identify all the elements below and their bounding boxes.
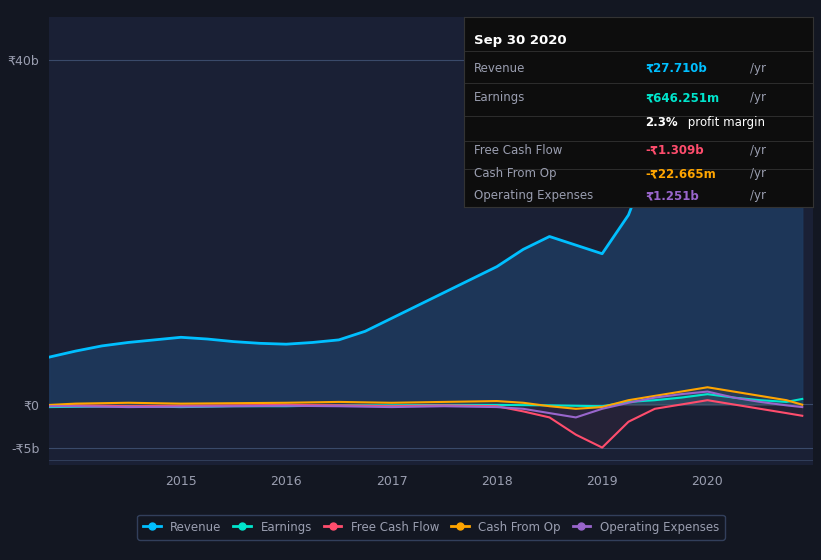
Text: ₹646.251m: ₹646.251m (645, 91, 719, 104)
Text: /yr: /yr (750, 167, 766, 180)
Text: ₹27.710b: ₹27.710b (645, 62, 707, 74)
Text: Cash From Op: Cash From Op (475, 167, 557, 180)
Text: 2.3%: 2.3% (645, 116, 678, 129)
Text: -₹1.309b: -₹1.309b (645, 143, 704, 157)
Text: ₹1.251b: ₹1.251b (645, 189, 699, 202)
Text: Revenue: Revenue (475, 62, 525, 74)
Text: -₹22.665m: -₹22.665m (645, 167, 716, 180)
Legend: Revenue, Earnings, Free Cash Flow, Cash From Op, Operating Expenses: Revenue, Earnings, Free Cash Flow, Cash … (137, 515, 725, 539)
Text: /yr: /yr (750, 91, 766, 104)
Text: /yr: /yr (750, 62, 766, 74)
Text: /yr: /yr (750, 143, 766, 157)
Text: Free Cash Flow: Free Cash Flow (475, 143, 562, 157)
Text: Operating Expenses: Operating Expenses (475, 189, 594, 202)
Text: Earnings: Earnings (475, 91, 525, 104)
Text: profit margin: profit margin (684, 116, 764, 129)
Text: /yr: /yr (750, 189, 766, 202)
Text: Sep 30 2020: Sep 30 2020 (475, 34, 567, 47)
